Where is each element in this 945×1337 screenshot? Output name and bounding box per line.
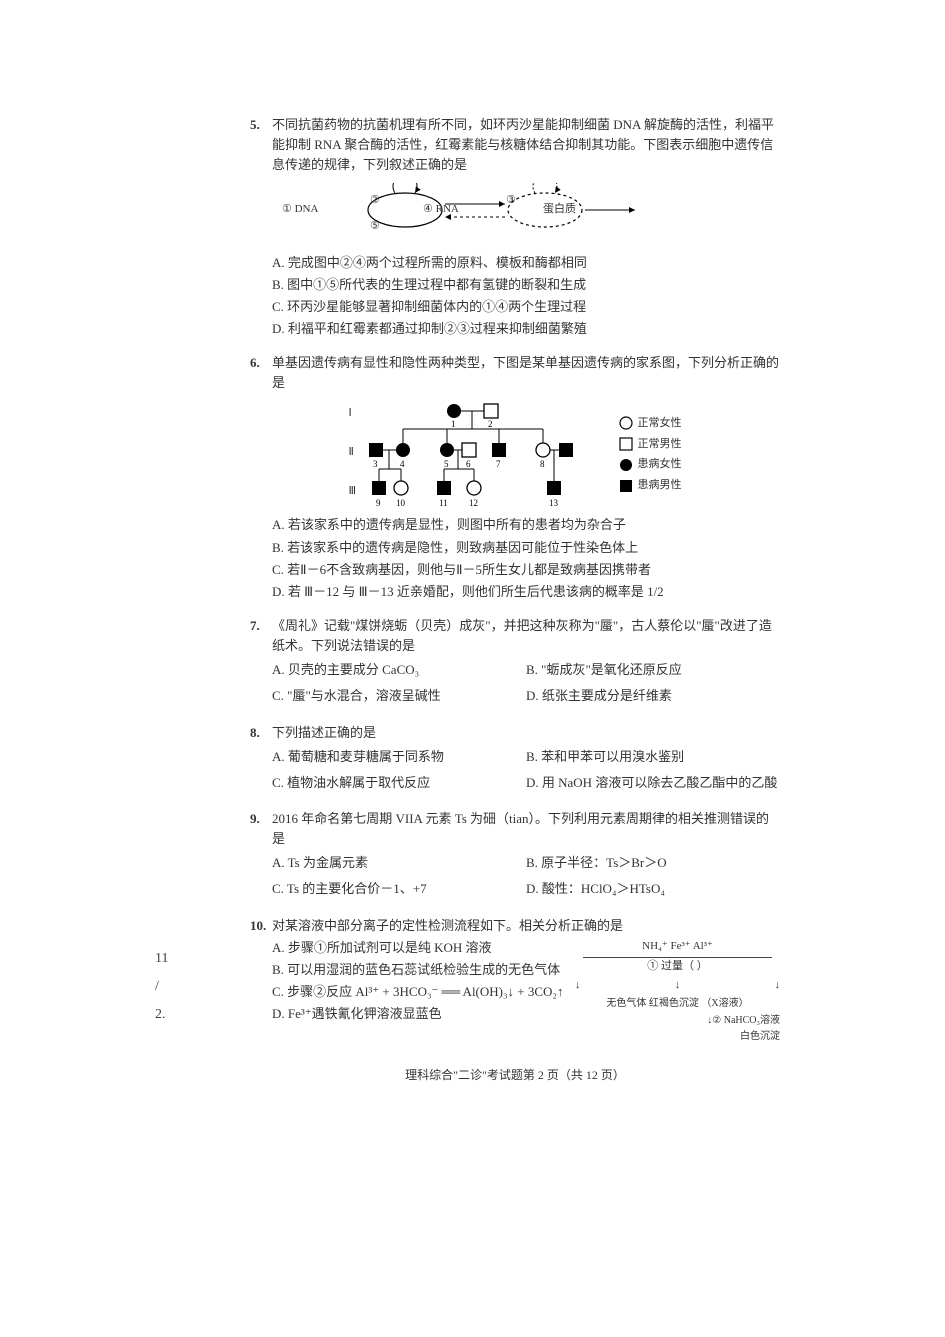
extra-line-1: 11 — [155, 945, 168, 973]
q7-option-c: C. "蜃"与水混合，溶液呈碱性 — [272, 686, 526, 706]
q5-option-a: A. 完成图中②④两个过程所需的原料、模板和酶都相同 — [272, 253, 780, 273]
q5-arrow5: ⑤ — [370, 218, 380, 235]
legend-affected-female: 患病女性 — [638, 454, 682, 475]
question-6: 6. 单基因遗传病有显性和隐性两种类型，下图是某单基因遗传病的家系图，下列分析正… — [250, 353, 780, 602]
svg-text:10: 10 — [396, 498, 406, 508]
q10-ions: NH₄⁺ Fe³⁺ Al³⁺ — [575, 938, 780, 955]
q9-option-b: B. 原子半径：Ts＞Br＞O — [526, 853, 780, 873]
q8-number: 8. — [250, 723, 272, 743]
q6-option-c: C. 若Ⅱ－6不含致病基因，则他与Ⅱ－5所生女儿都是致病基因携带者 — [272, 560, 780, 580]
q9-number: 9. — [250, 809, 272, 849]
q5-option-b: B. 图中①⑤所代表的生理过程中都有氢键的断裂和生成 — [272, 275, 780, 295]
svg-text:8: 8 — [540, 459, 545, 469]
svg-text:6: 6 — [466, 459, 471, 469]
question-9: 9. 2016 年命名第七周期 VIIA 元素 Ts 为鿬（tian）。下列利用… — [250, 809, 780, 902]
q5-option-c: C. 环丙沙星能够显著抑制细菌体内的①④两个生理过程 — [272, 297, 780, 317]
q5-option-d: D. 利福平和红霉素都通过抑制②③过程来抑制细菌繁殖 — [272, 319, 780, 339]
gen-2-label: Ⅱ — [349, 444, 354, 461]
q5-arrow2: ② — [370, 192, 380, 209]
q8-stem: 下列描述正确的是 — [272, 723, 780, 743]
extra-line-2: / — [155, 973, 168, 1001]
svg-text:9: 9 — [376, 498, 381, 508]
q9-option-c: C. Ts 的主要化合价－1、+7 — [272, 879, 526, 899]
question-10: 10. 对某溶液中部分离子的定性检测流程如下。相关分析正确的是 NH₄⁺ Fe³… — [250, 916, 780, 1045]
q9-option-d: D. 酸性：HClO₄＞HTsO₄ — [526, 879, 780, 899]
svg-text:2: 2 — [488, 419, 493, 429]
q9-option-a: A. Ts 为金属元素 — [272, 853, 526, 873]
q5-dna-label: ① DNA — [282, 201, 318, 218]
q6-number: 6. — [250, 353, 272, 393]
question-5: 5. 不同抗菌药物的抗菌机理有所不同，如环丙沙星能抑制细菌 DNA 解旋酶的活性… — [250, 115, 780, 339]
q6-legend: 正常女性 正常男性 患病女性 患病男性 — [619, 413, 682, 497]
legend-normal-male: 正常男性 — [638, 434, 682, 455]
extra-text: 11 / 2. — [155, 945, 168, 1029]
q8-option-c: C. 植物油水解属于取代反应 — [272, 773, 526, 793]
q10-step1: ① 过量（ ） — [583, 957, 772, 975]
q5-stem: 不同抗菌药物的抗菌机理有所不同，如环丙沙星能抑制细菌 DNA 解旋酶的活性，利福… — [272, 115, 780, 175]
q9-stem: 2016 年命名第七周期 VIIA 元素 Ts 为鿬（tian）。下列利用元素周… — [272, 809, 780, 849]
legend-affected-male: 患病男性 — [638, 475, 682, 496]
q6-stem: 单基因遗传病有显性和隐性两种类型，下图是某单基因遗传病的家系图，下列分析正确的是 — [272, 353, 780, 393]
svg-text:12: 12 — [469, 498, 478, 508]
svg-text:4: 4 — [400, 459, 405, 469]
q10-outcomes: 无色气体 红褐色沉淀 （X溶液） — [575, 996, 780, 1012]
q10-number: 10. — [250, 916, 272, 936]
q5-rna-label: ④ RNA — [423, 201, 459, 218]
q8-option-a: A. 葡萄糖和麦芽糖属于同系物 — [272, 747, 526, 767]
q10-final: 白色沉淀 — [575, 1029, 780, 1045]
q7-option-a: A. 贝壳的主要成分 CaCO₃ — [272, 660, 526, 680]
q8-option-d: D. 用 NaOH 溶液可以除去乙酸乙酯中的乙酸 — [526, 773, 780, 793]
q5-diagram: ① DNA ② ⑤ ④ RNA ③ 蛋白质 — [250, 183, 780, 244]
extra-line-3: 2. — [155, 1001, 168, 1029]
q6-pedigree: Ⅰ Ⅱ Ⅲ 12 — [349, 399, 599, 509]
svg-text:5: 5 — [444, 459, 449, 469]
svg-text:3: 3 — [373, 459, 378, 469]
page-footer: 理科综合"二诊"考试题第 2 页（共 12 页） — [250, 1066, 780, 1083]
q7-number: 7. — [250, 616, 272, 656]
q6-option-b: B. 若该家系中的遗传病是隐性，则致病基因可能位于性染色体上 — [272, 538, 780, 558]
question-8: 8. 下列描述正确的是 A. 葡萄糖和麦芽糖属于同系物 B. 苯和甲苯可以用溴水… — [250, 723, 780, 795]
q10-stem: 对某溶液中部分离子的定性检测流程如下。相关分析正确的是 — [272, 916, 780, 936]
q8-option-b: B. 苯和甲苯可以用溴水鉴别 — [526, 747, 780, 767]
legend-normal-female: 正常女性 — [638, 413, 682, 434]
q10-diagram: NH₄⁺ Fe³⁺ Al³⁺ ① 过量（ ） ↓↓↓ 无色气体 红褐色沉淀 （X… — [575, 936, 780, 1045]
q5-protein: 蛋白质 — [543, 201, 576, 218]
q6-option-a: A. 若该家系中的遗传病是显性，则图中所有的患者均为杂合子 — [272, 515, 780, 535]
q5-arrow3: ③ — [506, 192, 516, 209]
svg-text:13: 13 — [549, 498, 559, 508]
q7-stem: 《周礼》记载"煤饼烧蛎（贝壳）成灰"，并把这种灰称为"蜃"，古人蔡伦以"蜃"改进… — [272, 616, 780, 656]
q7-option-b: B. "蛎成灰"是氧化还原反应 — [526, 660, 780, 680]
svg-text:1: 1 — [451, 419, 456, 429]
q10-step2: ② NaHCO₃溶液 — [712, 1015, 780, 1026]
q7-option-d: D. 纸张主要成分是纤维素 — [526, 686, 780, 706]
q6-option-d: D. 若 Ⅲ－12 与 Ⅲ－13 近亲婚配，则他们所生后代患该病的概率是 1/2 — [272, 582, 780, 602]
q5-number: 5. — [250, 115, 272, 175]
svg-text:11: 11 — [439, 498, 448, 508]
svg-text:7: 7 — [496, 459, 501, 469]
question-7: 7. 《周礼》记载"煤饼烧蛎（贝壳）成灰"，并把这种灰称为"蜃"，古人蔡伦以"蜃… — [250, 616, 780, 709]
gen-3-label: Ⅲ — [349, 483, 357, 500]
gen-1-label: Ⅰ — [349, 405, 352, 422]
